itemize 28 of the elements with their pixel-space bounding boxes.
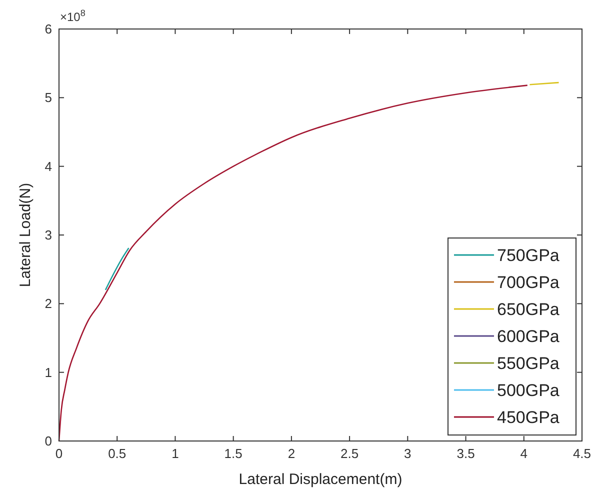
x-tick-label: 4 — [520, 446, 528, 461]
legend-label: 700GPa — [497, 273, 560, 292]
y-tick-label: 2 — [44, 296, 52, 312]
x-tick-label: 1.5 — [224, 446, 242, 461]
x-tick-label: 3.5 — [456, 446, 475, 461]
y-axis-title: Lateral Load(N) — [17, 182, 34, 288]
legend-label: 500GPa — [497, 381, 560, 400]
y-tick-label: 3 — [44, 228, 52, 242]
x-tick-label: 3 — [404, 446, 412, 461]
legend-label: 550GPa — [497, 354, 560, 373]
legend-label: 750GPa — [497, 246, 560, 265]
line-series — [104, 247, 130, 291]
y-tick-label: 0 — [44, 434, 52, 448]
x-tick-label: 0.5 — [108, 446, 126, 461]
x-axis-title: Lateral Displacement(m) — [238, 471, 402, 488]
x-tick-label: 4.5 — [572, 446, 592, 461]
y-tick-label: 4 — [44, 158, 52, 174]
legend-label: 600GPa — [497, 327, 560, 346]
x-tick-label: 2 — [288, 446, 296, 461]
x-tick-label: 1 — [172, 446, 179, 461]
legend-label: 650GPa — [497, 300, 560, 319]
x-tick-label: 2.5 — [340, 446, 359, 461]
y-tick-label: 6 — [44, 22, 52, 36]
y-tick-label: 5 — [44, 90, 52, 106]
x-tick-label: 0 — [55, 446, 63, 461]
text: ×10$^{8}$ — [60, 8, 86, 24]
y-tick-label: 1 — [44, 364, 52, 380]
legend-label: 450GPa — [497, 408, 560, 427]
